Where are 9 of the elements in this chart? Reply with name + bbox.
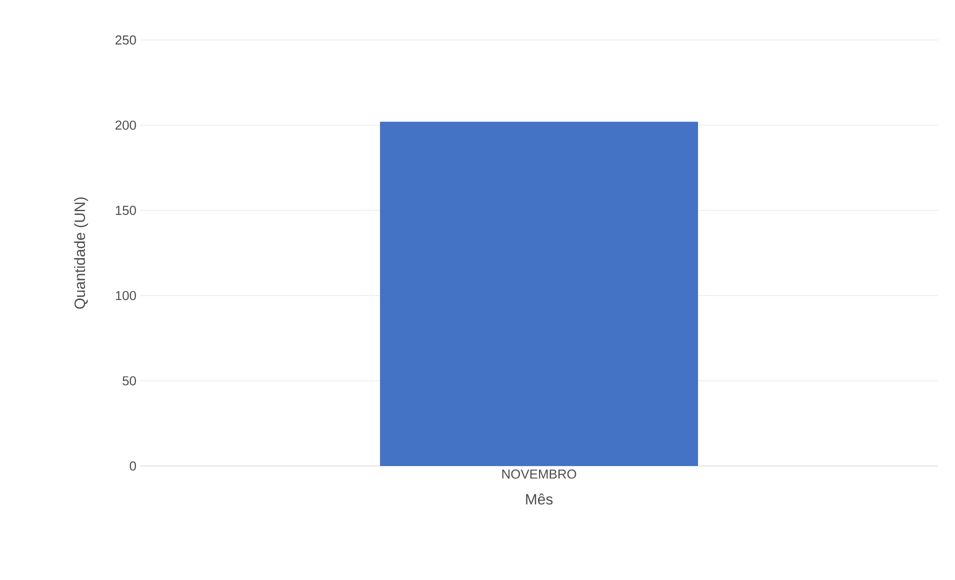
y-tick-label: 250: [116, 35, 136, 45]
y-tick-label: 100: [116, 290, 136, 300]
y-tick-label: 150: [116, 206, 136, 215]
y-tick-label: 50: [122, 376, 136, 386]
y-tick-label: 0: [130, 461, 136, 471]
x-tick-label: NOVEMBRO: [502, 470, 576, 479]
y-axis-title: Quantidade (UN): [74, 197, 88, 309]
x-axis-title: Mês: [526, 494, 553, 505]
y-tick-label: 200: [116, 120, 136, 130]
